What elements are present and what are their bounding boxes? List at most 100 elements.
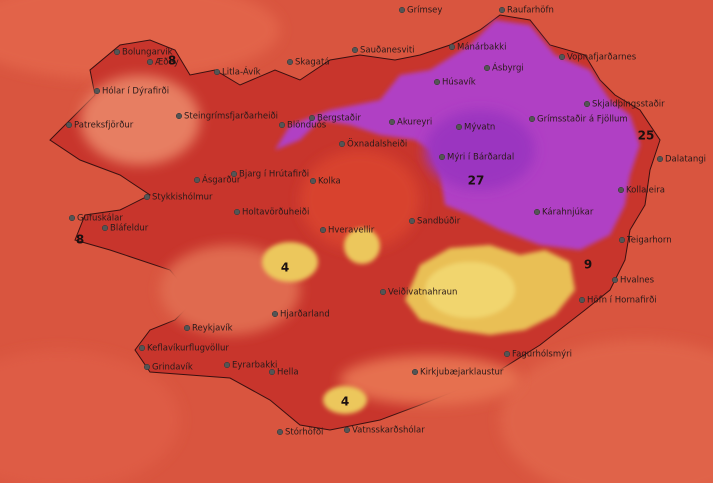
station-dot xyxy=(213,68,221,76)
station-name: Hvalnes xyxy=(620,276,655,286)
value-label: 25 xyxy=(638,129,655,143)
station-dot xyxy=(286,58,294,66)
station-name: Sauðanesviti xyxy=(360,46,415,56)
station-dot xyxy=(146,58,154,66)
station-dot xyxy=(101,224,109,232)
station-name: Hólar í Dýrafirði xyxy=(102,86,169,97)
station-dot xyxy=(271,310,279,318)
station-name: Blönduós xyxy=(287,120,327,131)
station-dot xyxy=(183,324,191,332)
station-name: Hveravellir xyxy=(328,226,375,236)
station-dot xyxy=(438,153,446,161)
station-name: Grímsstaðir á Fjöllum xyxy=(537,115,628,125)
value-label: 9 xyxy=(584,258,592,272)
station-dot xyxy=(408,217,416,225)
station-name: Grindavík xyxy=(152,363,193,373)
station-name: Kolka xyxy=(318,177,341,187)
station-dot xyxy=(578,296,586,304)
station-name: Gufuskálar xyxy=(77,214,123,224)
station-name: Reykjavík xyxy=(192,324,233,334)
station-name: Fagurhólsmýri xyxy=(512,349,572,360)
station-dot xyxy=(533,208,541,216)
value-label: 8 xyxy=(76,233,84,247)
station-dot xyxy=(448,43,456,51)
station-dot xyxy=(503,350,511,358)
station-name: Hella xyxy=(277,368,299,378)
station-dot xyxy=(656,155,664,163)
cool-region xyxy=(262,228,575,414)
station-dot xyxy=(338,140,346,148)
station-name: Bjarg í Hrútafirði xyxy=(239,170,309,180)
station-dot xyxy=(276,428,284,436)
station-dot xyxy=(433,78,441,86)
station-name: Ásgarður xyxy=(202,174,241,186)
station-dot xyxy=(498,6,506,14)
station-dot xyxy=(379,288,387,296)
station-name: Patreksfjörður xyxy=(74,121,134,131)
station-name: Bergstaðir xyxy=(317,114,361,124)
station-dot xyxy=(223,361,231,369)
station-name: Stykkishólmur xyxy=(152,192,213,203)
station-name: Hjarðarland xyxy=(280,310,330,320)
station-dot xyxy=(193,176,201,184)
station-name: Mánárbakki xyxy=(457,43,506,53)
station-name: Æðey xyxy=(155,58,179,68)
station-dot xyxy=(343,426,351,434)
station-dot xyxy=(411,368,419,376)
station-name: Bolungarvík xyxy=(122,48,173,58)
station-dot xyxy=(618,236,626,244)
station-dot xyxy=(558,53,566,61)
station-dot xyxy=(230,170,238,178)
value-label: 27 xyxy=(468,174,485,188)
station-dot xyxy=(113,48,121,56)
value-labels: 8 8 4 4 27 9 25 xyxy=(76,54,655,409)
station-dot xyxy=(143,193,151,201)
station-dot xyxy=(138,344,146,352)
station-name: Vatnsskarðshólar xyxy=(352,425,425,436)
station-dot xyxy=(319,226,327,234)
station-name: Skagatá xyxy=(295,58,330,68)
station-dot xyxy=(483,64,491,72)
station-name: Ásbyrgi xyxy=(492,62,524,74)
station-dot xyxy=(278,121,286,129)
station-dot xyxy=(398,6,406,14)
station-dot xyxy=(455,123,463,131)
station-name: Vopnafjarðarnes xyxy=(567,53,637,63)
station-name: Húsavík xyxy=(442,78,476,88)
station-name: Bláfeldur xyxy=(110,224,149,234)
station-name: Kirkjubæjarklaustur xyxy=(420,368,504,378)
stations: Grímsey Raufarhöfn Sauðanesviti Mánárbakki Á… xyxy=(65,6,706,438)
station-name: Höfn í Hornafirði xyxy=(587,296,657,306)
warm-core xyxy=(425,110,535,190)
station-name: Akureyri xyxy=(397,118,432,128)
station-dot xyxy=(611,276,619,284)
station-name: Litla-Ávík xyxy=(222,66,261,78)
station-name: Holtavörðuheiði xyxy=(242,208,309,218)
value-label: 4 xyxy=(281,261,289,275)
station-name: Steingrímsfjarðarheiði xyxy=(184,112,278,122)
station-dot xyxy=(388,118,396,126)
station-name: Raufarhöfn xyxy=(507,6,554,16)
station-name: Sandbúðir xyxy=(417,217,461,227)
station-dot xyxy=(143,363,151,371)
station-dot xyxy=(175,112,183,120)
station-name: Skjaldþingsstaðir xyxy=(592,100,665,110)
station-name: Veiðivatnahraun xyxy=(388,288,457,298)
station-name: Dalatangi xyxy=(665,155,706,165)
station-name: Kollaleira xyxy=(626,186,665,196)
station-dot xyxy=(351,46,359,54)
station-name: Öxnadalsheiði xyxy=(347,139,407,150)
station-name: Stórhöfði xyxy=(285,427,323,438)
station-dot xyxy=(233,208,241,216)
station-name: Kárahnjúkar xyxy=(542,208,594,218)
station-dot xyxy=(268,368,276,376)
station-name: Keflavíkurflugvöllur xyxy=(147,344,229,354)
station-name: Teigarhorn xyxy=(626,236,672,246)
station-dot xyxy=(583,100,591,108)
station-dot xyxy=(93,87,101,95)
station-dot xyxy=(309,177,317,185)
station-dot xyxy=(528,115,536,123)
station-dot xyxy=(65,121,73,129)
